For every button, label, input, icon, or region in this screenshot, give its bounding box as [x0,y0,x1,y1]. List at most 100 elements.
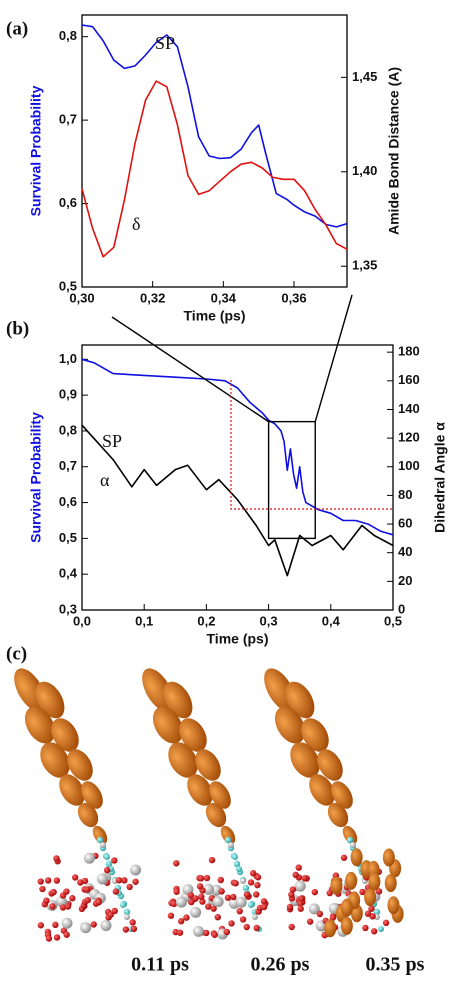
orbital-lobe [351,848,363,866]
molecule [136,663,269,939]
y2-tick-label: 1,35 [352,258,377,273]
y-tick-label: 0,8 [59,28,77,43]
y-tick-label: 0,6 [59,494,77,509]
atom [63,932,69,938]
atom [53,855,59,861]
y-axis-title: Survival Probability [28,412,44,543]
x-tick-label: 0,34 [211,290,237,305]
atom [104,854,110,860]
atom [261,904,267,910]
atom [108,912,114,918]
atom [228,842,234,848]
atom [252,914,258,920]
atom [248,902,254,908]
x-tick-label: 0,1 [135,613,153,628]
y2-tick-label: 0 [398,601,405,616]
atom [176,897,187,908]
atom [228,920,234,926]
y2-axis-title: Amide Bond Distance (A) [386,67,402,235]
atom [50,889,56,895]
orbital-lobe [341,899,353,917]
atom [60,892,66,898]
atom [210,905,216,911]
atom [130,864,141,875]
series-line [82,425,393,575]
atom [183,914,189,920]
plot-frame [82,345,393,610]
atom [232,854,238,860]
figure: (a) (b) (c) 0.11 ps 0.26 ps 0.35 ps 0,30… [0,0,453,984]
atom [211,932,217,938]
y-tick-label: 0,8 [59,422,77,437]
atom [240,916,246,922]
atom [290,886,296,892]
atom [77,879,83,885]
atom [116,877,122,883]
orbital-lobe [324,919,336,937]
atom [124,914,130,920]
atom [292,872,298,878]
orbital-lobe [330,877,342,895]
atom [113,888,119,894]
atom [54,934,60,940]
atom [350,842,356,848]
atom [218,888,224,894]
atom [225,895,231,901]
y-tick-label: 0,5 [59,530,77,545]
atom [97,873,108,884]
y-axis-title: Survival Probability [28,85,44,216]
orbital-lobe [383,849,395,867]
atom [341,855,347,861]
atom [173,889,179,895]
atom [132,879,138,885]
atom [45,877,51,883]
atom [215,914,221,920]
atom [197,883,203,889]
snapshot-caption: 0.26 ps [251,954,310,976]
y2-tick-label: 140 [398,401,420,416]
y2-tick-label: 120 [398,430,420,445]
y2-axis-title: Dihedral Angle α [432,422,448,533]
atom [253,891,259,897]
atom [317,911,323,917]
atom [244,891,250,897]
panel-label: (a) [6,18,28,39]
orbital-lobe [364,888,376,906]
atom [178,918,184,924]
atom [198,875,204,881]
atom [295,881,306,892]
atom [255,874,261,880]
atom [62,918,73,929]
atom [192,895,198,901]
atom [123,926,129,932]
atom [100,842,106,848]
snapshot-caption: 0.11 ps [131,954,189,976]
zoom-box [269,422,316,539]
page: {"chart_data": [ {"type": "line", "panel… [0,0,453,984]
orbital-lobe [341,917,353,935]
zoom-connector [112,317,269,422]
atom [248,879,254,885]
atom [84,886,90,892]
y-tick-label: 0,7 [59,112,77,127]
y2-tick-label: 40 [398,544,412,559]
y-tick-label: 0,4 [59,566,78,581]
atom [49,903,55,909]
atom [120,902,126,908]
atom [43,897,49,903]
atom [168,913,174,919]
atom [236,866,242,872]
atom [39,886,45,892]
curve-annotation: SP [155,33,175,53]
y2-tick-label: 180 [398,344,420,359]
atom [38,878,44,884]
snapshot-caption: 0.35 ps [366,954,425,976]
atom [173,860,179,866]
atom [131,926,137,932]
atom [190,907,201,918]
y2-tick-label: 20 [398,573,412,588]
orbital-lobe [385,874,397,892]
atom [236,897,247,908]
curve-annotation: α [100,470,110,490]
atom [371,928,377,934]
